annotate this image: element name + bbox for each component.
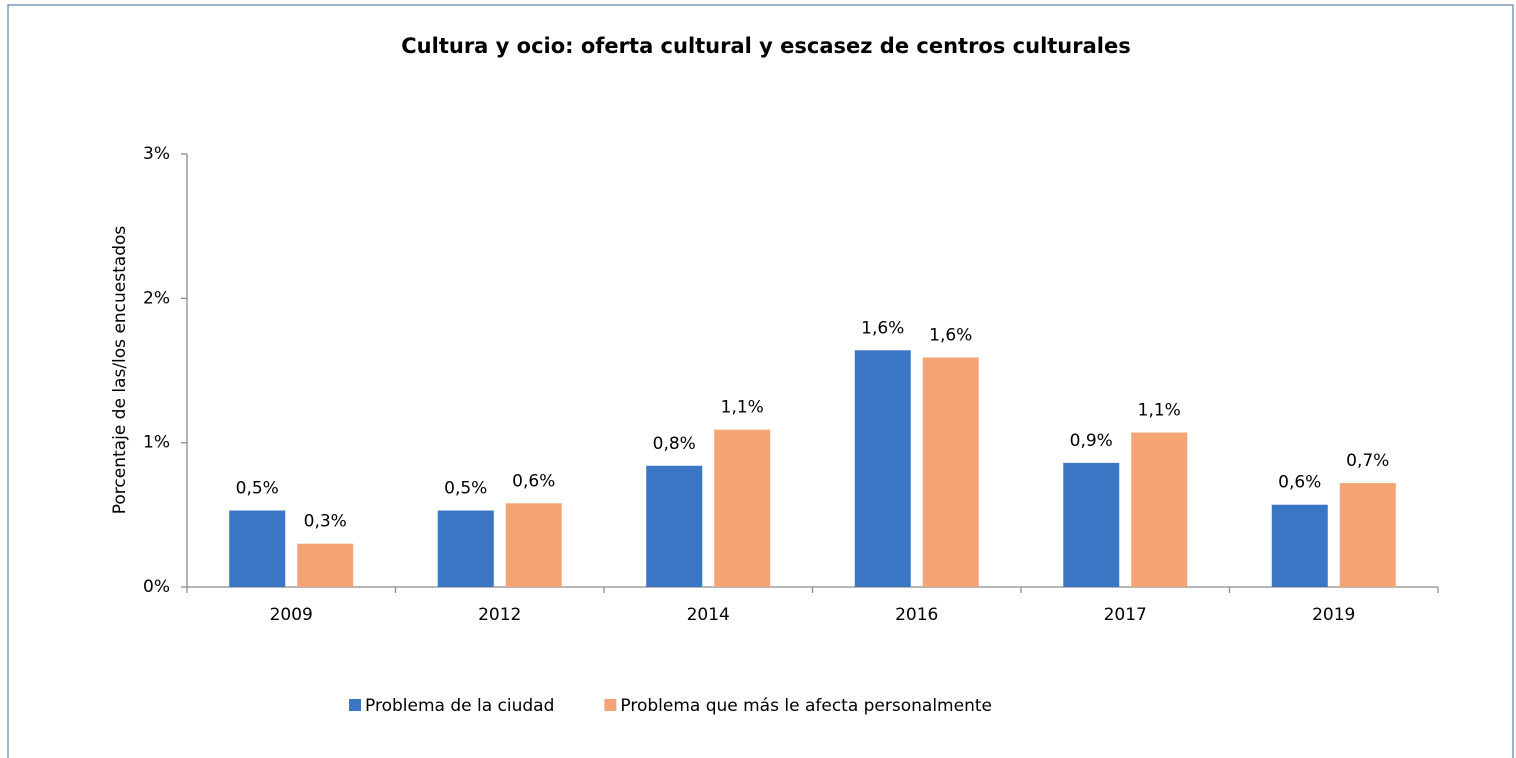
value-label: 0,6%	[512, 471, 555, 491]
y-tick-label: 2%	[143, 288, 170, 308]
bar	[1131, 432, 1188, 587]
y-axis-label: Porcentaje de las/los encuestados	[110, 226, 130, 515]
bar	[646, 465, 703, 587]
value-label: 0,5%	[236, 479, 279, 499]
y-tick-label: 3%	[143, 144, 170, 164]
x-tick-label: 2009	[270, 605, 313, 625]
y-tick-label: 0%	[143, 577, 170, 597]
value-label: 1,6%	[929, 326, 972, 346]
legend-swatch	[604, 699, 617, 711]
value-label: 1,1%	[721, 398, 764, 418]
bar	[854, 350, 911, 587]
bar	[714, 429, 771, 587]
value-label: 0,8%	[653, 434, 696, 454]
value-label: 1,6%	[861, 318, 904, 338]
bar	[1063, 462, 1120, 587]
chart-title: Cultura y ocio: oferta cultural y escase…	[401, 34, 1130, 58]
bar	[437, 510, 494, 587]
bar	[505, 503, 562, 587]
value-label: 0,3%	[304, 512, 347, 532]
x-tick-label: 2016	[895, 605, 938, 625]
bar	[229, 510, 286, 587]
value-label: 0,6%	[1278, 473, 1321, 493]
x-tick-label: 2014	[687, 605, 730, 625]
x-tick-label: 2019	[1312, 605, 1355, 625]
value-label: 0,5%	[444, 479, 487, 499]
bar	[1271, 504, 1328, 587]
value-label: 0,9%	[1070, 431, 1113, 451]
bar	[922, 357, 979, 587]
y-tick-label: 1%	[143, 433, 170, 453]
value-label: 1,1%	[1138, 401, 1181, 421]
x-tick-label: 2012	[478, 605, 521, 625]
x-tick-label: 2017	[1104, 605, 1147, 625]
legend-swatch	[349, 699, 361, 711]
bar	[1339, 483, 1396, 587]
value-label: 0,7%	[1346, 451, 1389, 471]
chart-frame	[7, 4, 1514, 758]
bar	[297, 543, 354, 587]
legend-label: Problema que más le afecta personalmente	[620, 696, 992, 716]
legend-label: Problema de la ciudad	[365, 696, 554, 716]
